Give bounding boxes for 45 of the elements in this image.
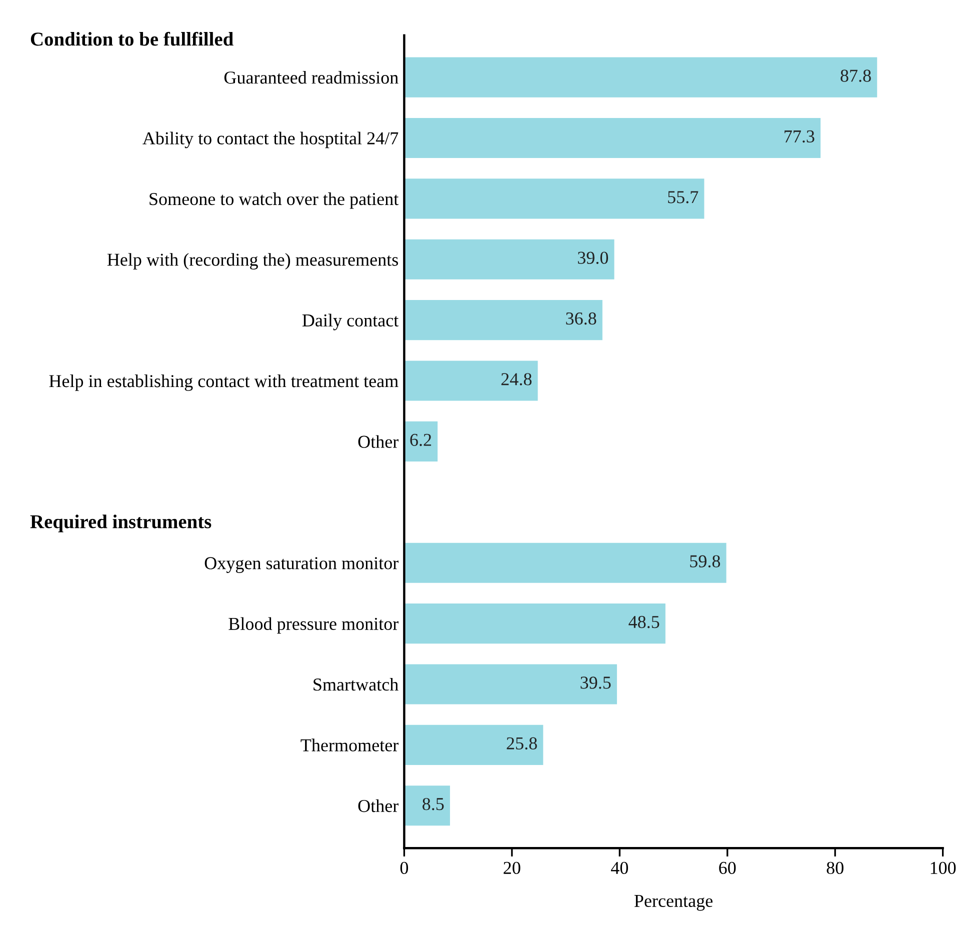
bar [404, 542, 726, 583]
data-label: 59.8 [690, 555, 720, 568]
data-label: 8.5 [422, 798, 444, 810]
bar [404, 664, 617, 704]
y-tick-label: Ability to contact the hosptital 24/7 [142, 132, 398, 148]
bar [404, 786, 450, 826]
data-label: 87.8 [840, 70, 871, 82]
x-axis-title: Percentage [634, 895, 712, 911]
x-tick-label: 0 [400, 862, 408, 874]
bar [404, 239, 614, 280]
bar [404, 604, 666, 644]
data-label: 48.5 [628, 616, 660, 628]
x-tick-label: 100 [930, 862, 956, 874]
bar [404, 57, 878, 98]
y-tick-label: Other [358, 799, 398, 812]
x-tick-label: 40 [610, 862, 628, 874]
text: Condition to be fullfilled [30, 32, 234, 46]
text: Required instruments [30, 514, 212, 532]
bar [404, 178, 704, 219]
y-tick-label: Daily contact [302, 314, 399, 330]
y-tick-label: Help in establishing contact with treatment team [49, 374, 398, 391]
y-tick-label: Help with (recording the) measurements [107, 253, 398, 270]
data-label: 39.0 [578, 252, 608, 264]
data-label: 77.3 [784, 130, 814, 143]
data-label: 55.7 [668, 191, 698, 204]
y-tick-label: Guaranteed readmission [224, 71, 398, 84]
y-tick-label: Smartwatch [314, 678, 398, 691]
x-tick-label: 60 [719, 862, 736, 874]
bar [404, 360, 538, 401]
data-label: 36.8 [566, 312, 596, 325]
x-tick-label: 80 [826, 862, 844, 874]
data-label: 24.8 [501, 373, 532, 386]
y-tick-label: Other [358, 435, 398, 448]
x-tick-label: 20 [504, 862, 520, 874]
bar [404, 421, 438, 462]
bar [404, 118, 821, 158]
bar [404, 300, 602, 340]
data-label: 6.2 [410, 434, 432, 446]
data-label: 25.8 [506, 737, 537, 750]
y-tick-label: Thermometer [300, 738, 398, 752]
data-label: 39.5 [580, 676, 611, 689]
y-tick-label: Blood pressure monitor [228, 617, 398, 634]
y-tick-label: Oxygen saturation monitor [204, 557, 398, 573]
bar [404, 724, 544, 765]
y-tick-label: Someone to watch over the patient [150, 192, 399, 209]
